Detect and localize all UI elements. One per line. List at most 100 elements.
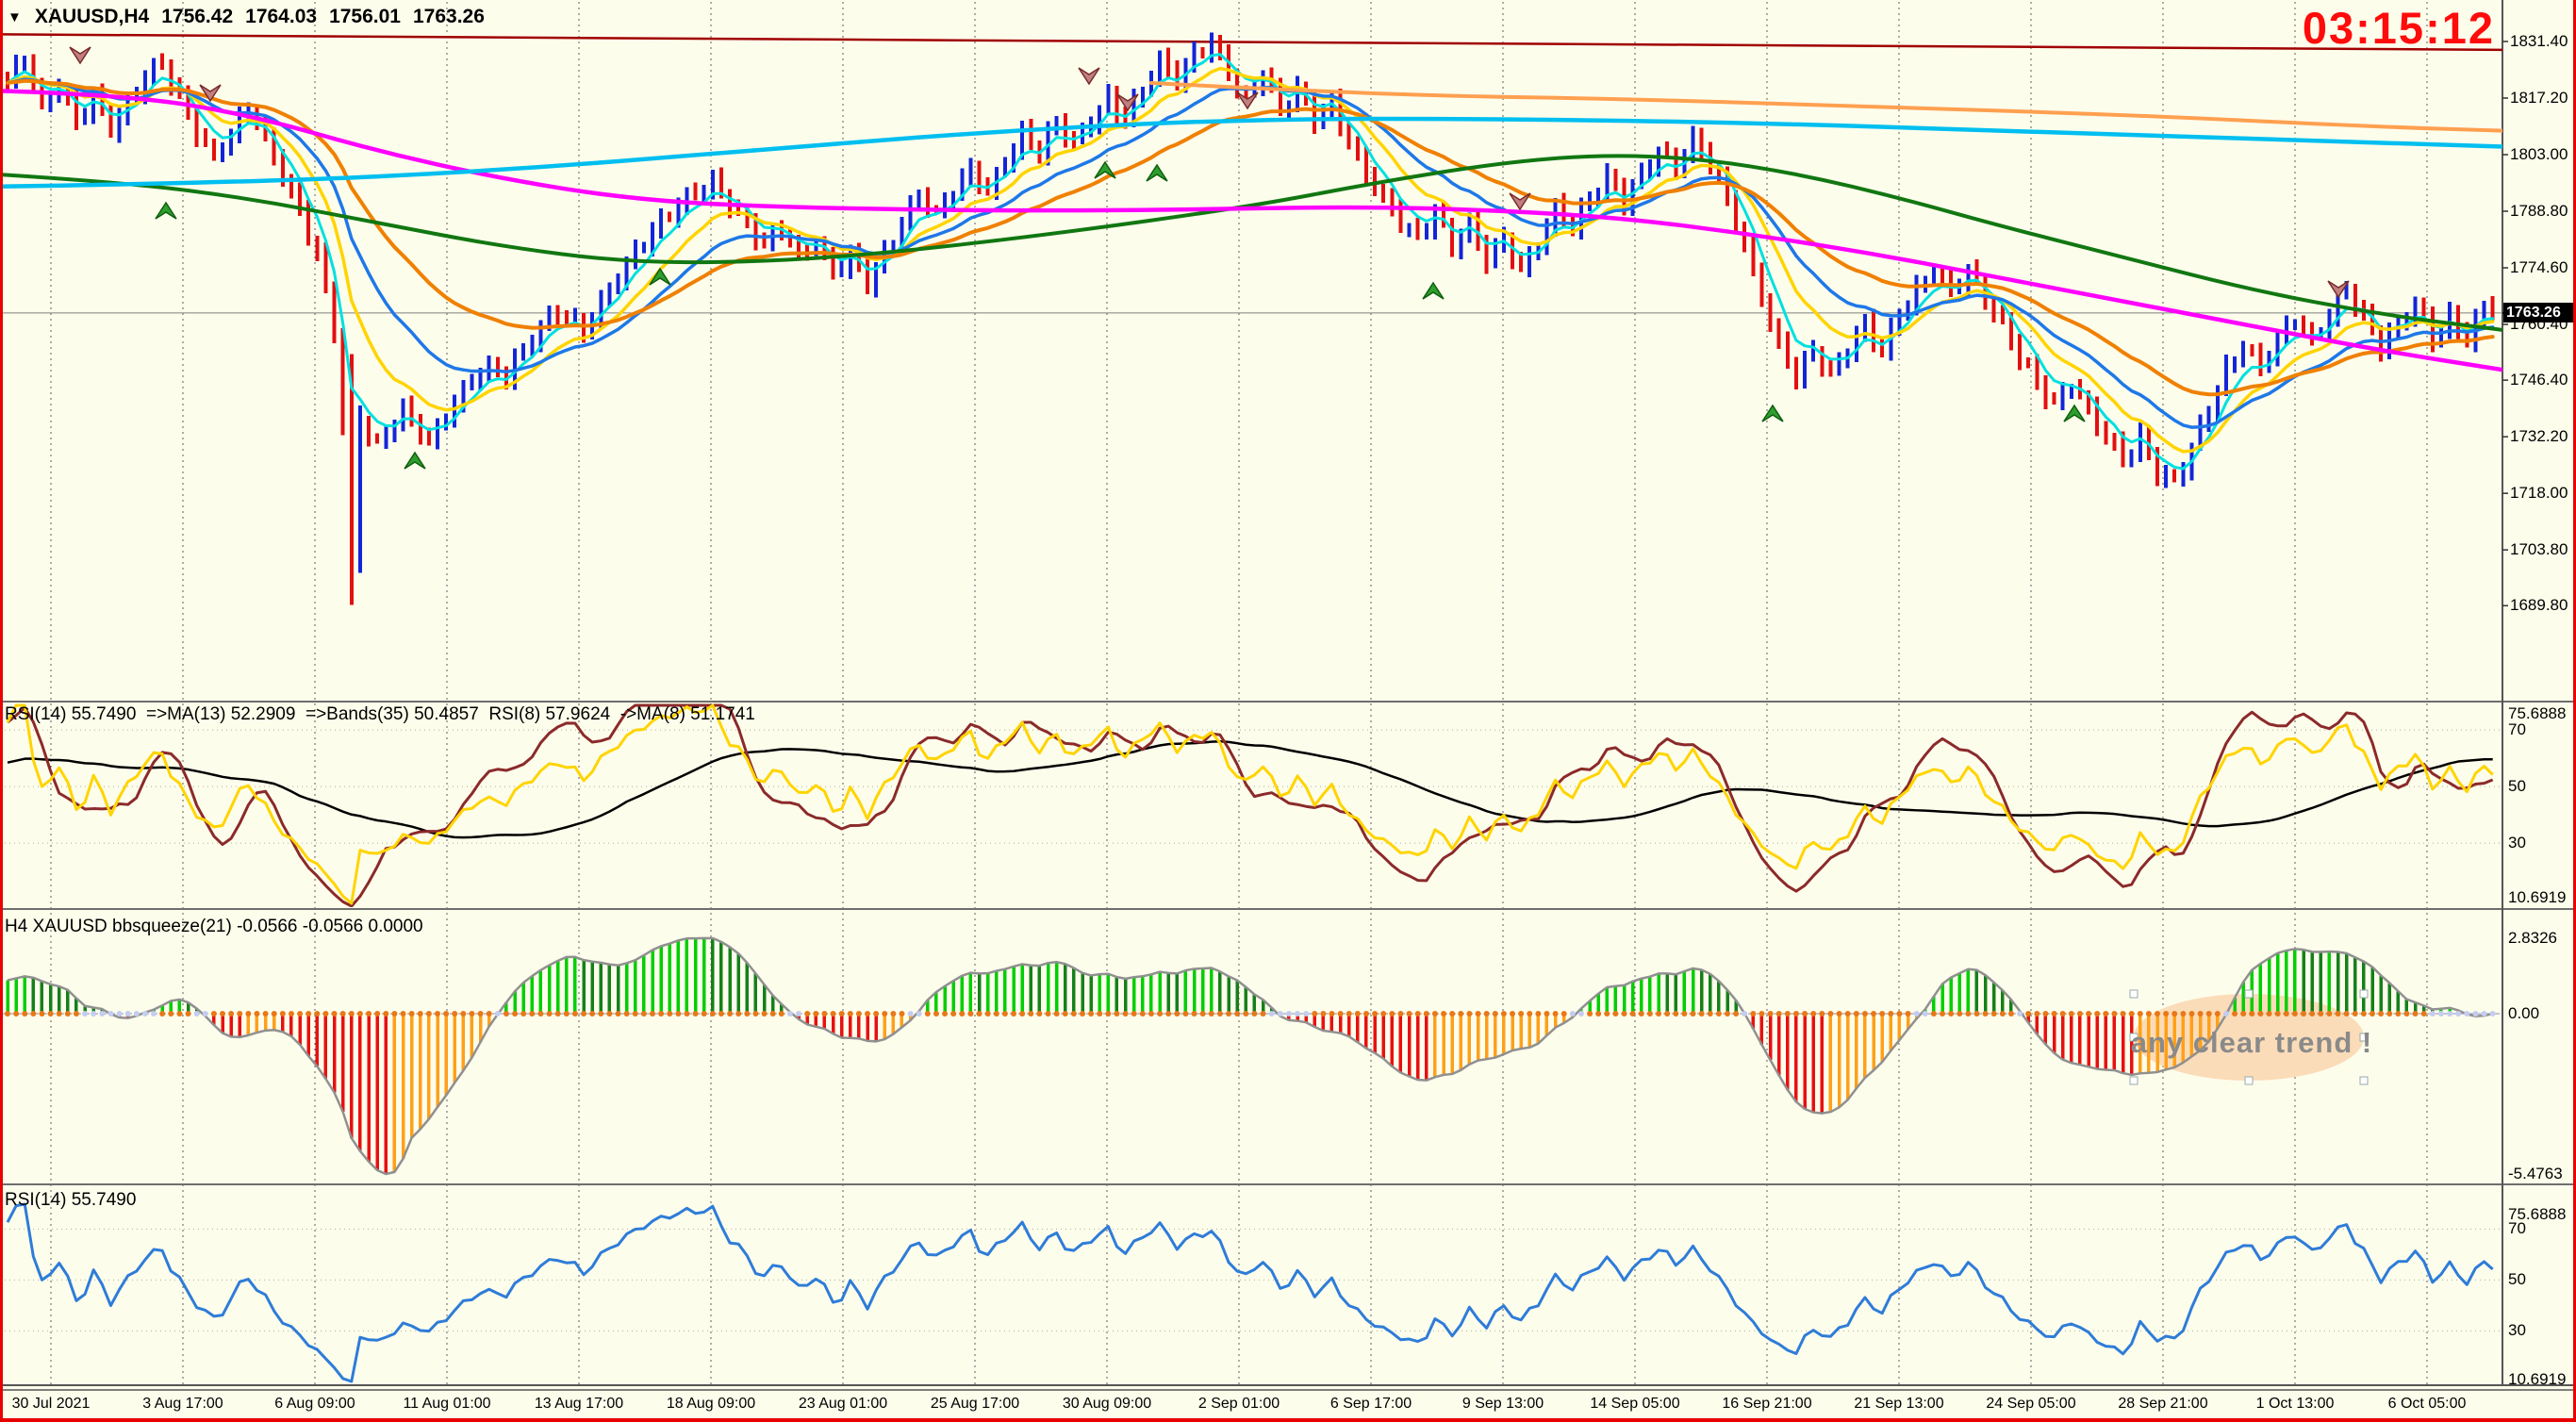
- session-clock: 03:15:12: [2302, 3, 2495, 53]
- date-label: 18 Aug 09:00: [666, 1396, 756, 1412]
- ma-yellow: [6, 66, 2495, 454]
- buy-arrow-icon: [155, 201, 177, 220]
- date-label: 6 Sep 17:00: [1329, 1396, 1412, 1412]
- price-axis-label: 1703.80: [2510, 540, 2568, 559]
- buy-arrow-icon: [1761, 404, 1784, 422]
- ohlc-close: 1763.26: [412, 6, 485, 27]
- rsi-panel-title: RSI(14) 55.7490 =>MA(13) 52.2909 =>Bands…: [5, 704, 755, 724]
- rsi-scale-label: 30: [2508, 834, 2526, 852]
- date-label: 30 Aug 09:00: [1062, 1396, 1152, 1412]
- ma-magenta-slow: [0, 89, 2502, 372]
- selection-handle: [2129, 1076, 2138, 1085]
- sell-arrow-icon: [69, 46, 91, 65]
- rsi2-scale-label: 10.6919: [2508, 1370, 2567, 1389]
- buy-arrow-icon: [1094, 160, 1116, 179]
- price-axis-label: 1774.60: [2510, 258, 2568, 276]
- buy-arrow-icon: [649, 267, 671, 286]
- window-frame-left: [0, 0, 3, 1422]
- rsi-line-bands-35-midline: [7, 740, 2493, 839]
- ma-deepsky-slow: [0, 116, 2502, 190]
- rsi-scale-label: 75.6888: [2508, 704, 2567, 722]
- ma-aqua-fast: [6, 53, 2495, 471]
- sell-arrow-icon: [1236, 91, 1259, 110]
- annotation-selection-handles[interactable]: [2129, 989, 2369, 1085]
- panel-separators: [0, 0, 2576, 1391]
- sell-arrow-icon: [1078, 67, 1100, 86]
- selection-handle: [2359, 1033, 2369, 1042]
- date-label: 28 Sep 21:00: [2118, 1396, 2208, 1412]
- squeeze-histogram: [6, 937, 2495, 1175]
- rsi2-scale-label: 30: [2508, 1321, 2526, 1340]
- ma-green-slow: [0, 154, 2502, 332]
- ma-dodgerblue: [6, 77, 2495, 429]
- ma-orange: [6, 78, 2495, 397]
- price-axis-label: 1817.20: [2510, 89, 2568, 107]
- price-axis-label: 1803.00: [2510, 145, 2568, 163]
- date-label: 11 Aug 01:00: [403, 1396, 491, 1412]
- sell-arrow-icon: [199, 84, 222, 103]
- buy-arrow-icon: [1146, 163, 1168, 182]
- chart-header: ▼ XAUUSD,H4 1756.42 1764.03 1756.01 1763…: [8, 6, 497, 28]
- date-label: 1 Oct 13:00: [2255, 1396, 2335, 1412]
- selection-handle: [2359, 1076, 2369, 1085]
- rsi2-line: [6, 1202, 2494, 1383]
- symbol-dropdown-icon[interactable]: ▼: [8, 8, 22, 25]
- rsi2-scale-label: 50: [2508, 1270, 2526, 1289]
- window-frame-bottom: [0, 1418, 2576, 1422]
- date-label: 3 Aug 17:00: [142, 1396, 223, 1412]
- price-axis-label: 1718.00: [2510, 484, 2568, 503]
- date-label: 24 Sep 05:00: [1986, 1396, 2076, 1412]
- squeeze-envelope: [7, 936, 2493, 1176]
- rsi-line-rsi-8-smoothed-ma: [7, 703, 2494, 907]
- selection-handle: [2129, 1033, 2138, 1042]
- ohlc-low: 1756.01: [329, 6, 401, 27]
- rsi-panel: [0, 703, 2502, 907]
- vertical-gridlines: [50, 2, 2428, 1384]
- date-label: 16 Sep 21:00: [1722, 1396, 1812, 1412]
- rsi-scale-label: 70: [2508, 720, 2526, 739]
- annotation-text[interactable]: any clear trend !: [2130, 1026, 2373, 1059]
- sell-arrows: [69, 46, 2350, 299]
- ohlc-open: 1756.42: [161, 6, 234, 27]
- squeeze-panel-title: H4 XAUUSD bbsqueeze(21) -0.0566 -0.0566 …: [5, 917, 423, 936]
- date-label: 23 Aug 01:00: [798, 1396, 888, 1412]
- rsi2-scale-label: 70: [2508, 1219, 2526, 1238]
- price-axis-label: 1831.40: [2510, 32, 2568, 50]
- rsi-scale-label: 50: [2508, 777, 2526, 796]
- selection-handle: [2129, 989, 2138, 999]
- moving-averages: [0, 53, 2502, 471]
- date-label: 2 Sep 01:00: [1197, 1396, 1280, 1412]
- date-label: 21 Sep 13:00: [1854, 1396, 1944, 1412]
- buy-arrows: [155, 160, 2086, 470]
- buy-arrow-icon: [1422, 281, 1445, 300]
- squeeze-scale-label: 0.00: [2508, 1004, 2540, 1022]
- price-axis-label: 1689.80: [2510, 596, 2568, 615]
- sell-arrow-icon: [1116, 93, 1139, 112]
- rsi2-scale-label: 75.6888: [2508, 1205, 2567, 1223]
- selection-handle: [2244, 1076, 2254, 1085]
- price-axis-label: 1732.20: [2510, 427, 2568, 446]
- ma-lightorange-slow: [1148, 80, 2502, 133]
- selection-handle: [2244, 989, 2254, 999]
- squeeze-scale-label: -5.4763: [2508, 1165, 2563, 1183]
- rsi-line-rsi-14-: [6, 703, 2494, 905]
- main-chart-panel: [0, 32, 2502, 605]
- date-label: 6 Aug 09:00: [274, 1396, 355, 1412]
- date-label: 13 Aug 17:00: [534, 1396, 624, 1412]
- price-axis-label: 1746.40: [2510, 371, 2568, 389]
- rsi2-panel: [0, 1202, 2502, 1383]
- sell-arrow-icon: [1509, 192, 1531, 211]
- buy-arrow-icon: [404, 451, 426, 470]
- date-label: 30 Jul 2021: [11, 1396, 91, 1412]
- buy-arrow-icon: [2063, 404, 2086, 422]
- rsi-scale-label: 10.6919: [2508, 887, 2567, 906]
- ohlc-high: 1764.03: [245, 6, 318, 27]
- rsi2-panel-title: RSI(14) 55.7490: [5, 1190, 137, 1210]
- selection-handle: [2359, 989, 2369, 999]
- sell-arrow-icon: [2327, 280, 2350, 299]
- squeeze-panel: [0, 936, 2502, 1176]
- symbol-period-label: XAUUSD,H4: [34, 6, 150, 27]
- squeeze-scale-label: 2.8326: [2508, 928, 2557, 947]
